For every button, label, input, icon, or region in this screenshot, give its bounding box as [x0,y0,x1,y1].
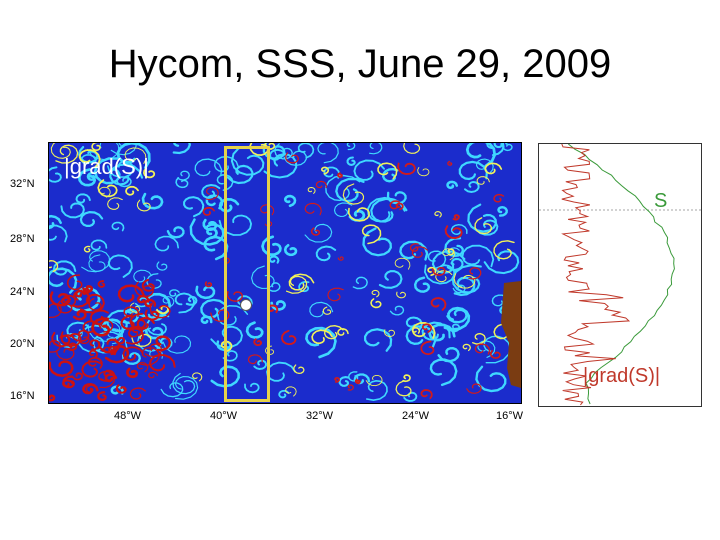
lon-label-48w: 48°W [114,410,142,422]
station-marker [240,299,252,311]
lat-label-16n: 16°N [10,390,35,402]
land-mass [501,281,521,388]
profile-curves [539,143,701,406]
lat-label-24n: 24°N [10,286,35,298]
lat-label-28n: 28°N [10,233,35,245]
gradient-curve-label: |grad(S)| [583,365,661,387]
map-field-graphic [49,143,521,403]
vertical-profile-plot [538,143,702,407]
lat-label-20n: 20°N [10,338,35,350]
section-highlight-box [224,146,270,402]
salinity-curve-label: S [654,190,668,212]
salinity-gradient-map [44,138,524,406]
lon-label-24w: 24°W [402,410,430,422]
lon-label-40w: 40°W [210,410,238,422]
slide-title: Hycom, SSS, June 29, 2009 [108,42,612,86]
lon-label-32w: 32°W [306,410,334,422]
map-plot-area [48,142,522,404]
lat-label-32n: 32°N [10,178,35,190]
map-variable-label: |grad(S)| [64,154,149,179]
lon-label-16w: 16°W [496,410,524,422]
